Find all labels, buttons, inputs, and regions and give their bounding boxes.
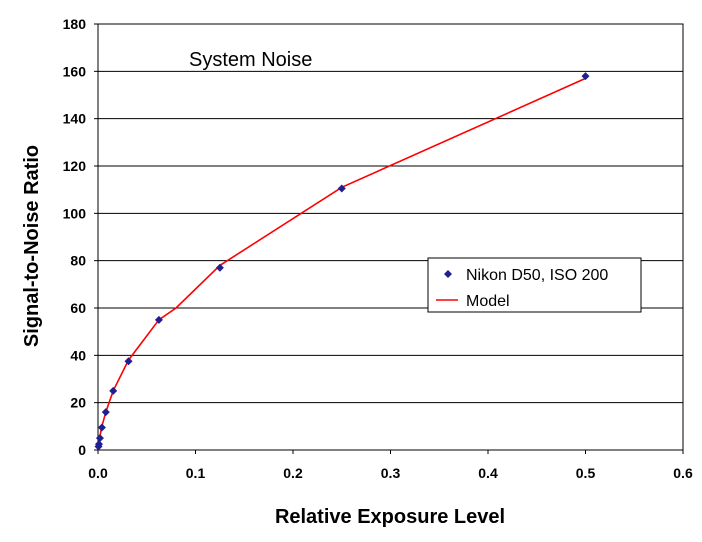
y-tick-label-1: 20 [70, 395, 86, 411]
data-point-4 [101, 408, 110, 417]
chart-title: System Noise [189, 49, 312, 71]
x-tick-label-0: 0.0 [88, 465, 108, 481]
y-tick-label-9: 180 [63, 16, 87, 32]
legend-marker-diamond-icon [444, 270, 452, 278]
data-point-6 [124, 357, 133, 366]
y-tick-label-6: 120 [63, 158, 87, 174]
x-tick-label-6: 0.6 [673, 465, 693, 481]
x-tick-label-1: 0.1 [186, 465, 206, 481]
y-axis-label: Signal-to-Noise Ratio [21, 145, 43, 347]
data-point-2 [95, 434, 104, 443]
y-tick-label-0: 0 [78, 442, 86, 458]
data-point-5 [109, 386, 118, 395]
legend-label-model: Model [466, 293, 510, 310]
data-point-9 [337, 184, 346, 193]
y-tick-label-8: 160 [63, 63, 87, 79]
y-tick-label-4: 80 [70, 253, 86, 269]
x-tick-label-2: 0.2 [283, 465, 303, 481]
legend-box [427, 257, 642, 313]
x-axis-label: Relative Exposure Level [275, 506, 505, 528]
x-tick-label-4: 0.4 [478, 465, 498, 481]
axis-ticks: 0 20 40 60 80 100 120 140 160 180 0.0 0.1 0.2 0.3 0.4 0… [63, 16, 693, 481]
data-point-7 [154, 315, 163, 324]
x-tick-label-5: 0.5 [576, 465, 596, 481]
data-point-10 [581, 72, 590, 81]
legend-label-nikon: Nikon D50, ISO 200 [466, 267, 608, 284]
series-layer [94, 72, 590, 451]
data-point-3 [97, 423, 106, 432]
data-point-8 [215, 263, 224, 272]
y-tick-label-7: 140 [63, 111, 87, 127]
x-tick-label-3: 0.3 [381, 465, 401, 481]
y-tick-label-5: 100 [63, 205, 87, 221]
y-tick-label-2: 40 [70, 347, 86, 363]
data-point-1 [94, 440, 103, 449]
y-tick-label-3: 60 [70, 300, 86, 316]
legend: Nikon D50, ISO 200 Model [427, 257, 642, 313]
